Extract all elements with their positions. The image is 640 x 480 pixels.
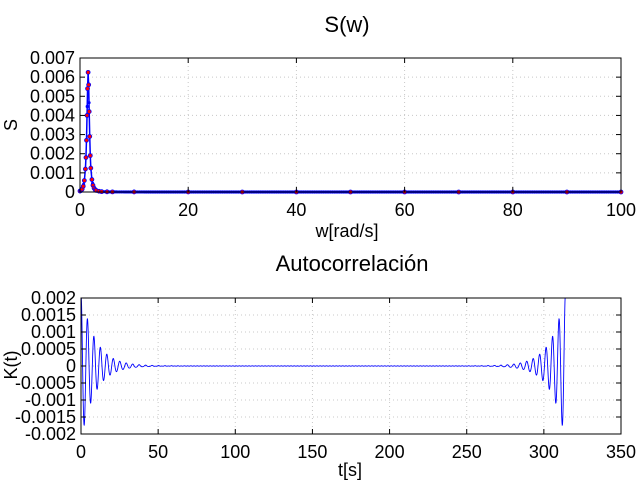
autocorrelation-x-tick-label: 50 — [148, 442, 168, 462]
spectrum-plot-frame — [79, 57, 622, 193]
autocorrelation-x-tick-label: 100 — [220, 442, 250, 462]
autocorrelation-title: Autocorrelación — [276, 251, 429, 276]
spectrum-y-tick-label: 0.003 — [30, 125, 75, 145]
autocorrelation-x-axis-label: t[s] — [338, 460, 362, 480]
autocorrelation-x-tick-label: 250 — [452, 442, 482, 462]
autocorrelation-y-tick-label: 0.0005 — [21, 339, 76, 359]
spectrum-peak-point — [89, 177, 95, 182]
autocorrelation-y-tick-label: 0 — [66, 356, 76, 376]
autocorrelation-y-tick-label: 0.001 — [31, 322, 76, 342]
spectrum-peak-point — [86, 109, 92, 114]
autocorrelation-x-tick-label: 200 — [375, 442, 405, 462]
autocorrelation-x-ticks: 0 50 100 150 200 250 300 350 — [76, 298, 636, 462]
spectrum-y-tick-label: 0.007 — [30, 48, 75, 68]
spectrum-y-axis-label: S — [1, 119, 21, 131]
spectrum-peak-point — [83, 155, 89, 160]
spectrum-y-tick-label: 0.004 — [30, 105, 75, 125]
autocorrelation-y-tick-label: 0.002 — [31, 288, 76, 308]
spectrum-title: S(w) — [324, 12, 369, 37]
spectrum-peak-point — [87, 134, 93, 139]
spectrum-peak-point — [80, 183, 86, 189]
autocorrelation-y-axis-label: K(t) — [1, 351, 21, 380]
spectrum-peak-point — [84, 113, 90, 118]
spectrum-point — [85, 104, 89, 109]
autocorrelation-y-tick-label: -0.0005 — [15, 373, 76, 393]
spectrum-x-ticks: 0 20 40 60 80 100 — [75, 58, 636, 220]
spectrum-peak-point — [88, 165, 94, 171]
spectrum-peak-point — [85, 86, 90, 92]
spectrum-x-tick-label: 100 — [606, 200, 636, 220]
spectrum-x-tick-label: 40 — [286, 200, 306, 220]
autocorrelation-x-tick-label: 0 — [76, 442, 86, 462]
spectrum-grid — [79, 57, 622, 193]
spectrum-y-tick-label: 0.006 — [30, 67, 75, 87]
spectrum-y-tick-label: 0.001 — [30, 163, 75, 183]
spectrum-x-tick-label: 80 — [503, 200, 523, 220]
autocorrelation-series — [80, 297, 566, 426]
spectrum-chart: S(w) 0 20 40 60 80 100 00.0010.0020.0030.0040… — [1, 12, 636, 241]
spectrum-y-tick-label: 0.005 — [30, 86, 75, 106]
spectrum-series — [77, 69, 624, 195]
spectrum-peak-point — [84, 137, 89, 143]
spectrum-peak-point — [85, 69, 91, 75]
autocorrelation-x-tick-label: 300 — [529, 442, 559, 462]
autocorrelation-line — [80, 297, 566, 426]
spectrum-x-tick-label: 20 — [178, 200, 198, 220]
autocorrelation-y-tick-label: 0.0015 — [21, 305, 76, 325]
autocorrelation-y-ticks: -0.002-0.0015-0.001-0.000500.00050.0010.… — [15, 288, 621, 444]
spectrum-point — [87, 101, 91, 105]
spectrum-peak-point — [86, 82, 92, 88]
spectrum-x-tick-label: 0 — [75, 200, 85, 220]
autocorrelation-y-tick-label: -0.001 — [25, 390, 76, 410]
autocorrelation-chart: Autocorrelación 0 50 100 150 200 250 300 350 -0… — [1, 251, 636, 480]
autocorrelation-x-tick-label: 150 — [297, 442, 327, 462]
spectrum-peak-point — [81, 178, 87, 183]
autocorrelation-y-tick-label: -0.002 — [25, 424, 76, 444]
spectrum-x-axis-label: w[rad/s] — [314, 221, 378, 241]
spectrum-x-tick-label: 60 — [395, 200, 415, 220]
autocorrelation-y-tick-label: -0.0015 — [15, 407, 76, 427]
spectrum-peak-point — [87, 153, 93, 159]
spectrum-peak-point — [83, 166, 88, 172]
autocorrelation-x-tick-label: 350 — [606, 442, 636, 462]
spectrum-y-tick-label: 0.002 — [30, 144, 75, 164]
spectrum-line — [79, 72, 621, 193]
spectrum-y-tick-label: 0 — [65, 182, 75, 202]
